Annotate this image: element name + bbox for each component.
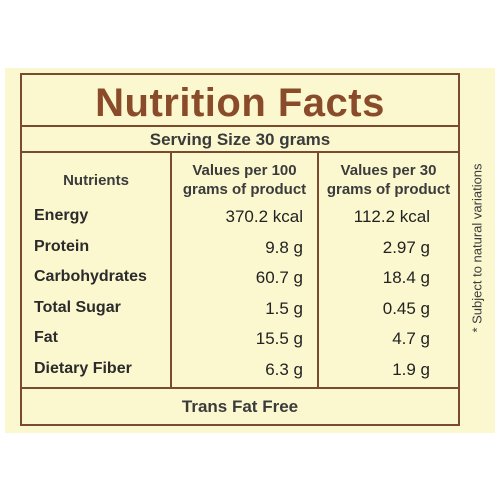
label-panel: Nutrition Facts Serving Size 30 grams Nu… — [5, 68, 495, 433]
nutrient-value: 4.7 g — [392, 329, 430, 348]
column-header: Nutrients — [63, 172, 129, 189]
nutrient-value: 60.7 g — [255, 268, 303, 287]
nutrient-value: 15.5 g — [255, 329, 303, 348]
column-divider — [317, 151, 319, 387]
side-note: * Subject to natural variations — [469, 163, 485, 333]
nutrient-name: Carbohydrates — [34, 268, 147, 285]
title: Nutrition Facts — [95, 81, 385, 125]
nutrient-name: Total Sugar — [34, 298, 121, 316]
column-divider — [170, 151, 172, 387]
nutrient-name: Fat — [34, 329, 58, 346]
nutrient-name: Dietary Fiber — [34, 359, 132, 377]
nutrient-name: Protein — [34, 237, 90, 255]
divider — [22, 387, 458, 389]
nutrient-value: 6.3 g — [265, 359, 303, 379]
serving-size: Serving Size 30 grams — [149, 130, 331, 149]
nutrient-name: Energy — [34, 207, 89, 224]
column-header: Values per 100 grams of product — [182, 162, 307, 198]
divider — [22, 125, 458, 127]
divider — [22, 151, 458, 153]
nutrient-value: 370.2 kcal — [225, 207, 304, 226]
nutrient-value: 1.5 g — [265, 298, 303, 318]
column-header: Values per 30 grams of product — [326, 162, 451, 198]
footer: Trans Fat Free — [181, 397, 299, 416]
nutrient-value: 1.9 g — [392, 359, 430, 379]
nutrient-value: 0.45 g — [382, 298, 430, 318]
label-box: Nutrition Facts Serving Size 30 grams Nu… — [20, 73, 460, 426]
nutrient-value: 112.2 kcal — [353, 207, 430, 226]
nutrient-value: 18.4 g — [382, 268, 430, 287]
nutrient-value: 2.97 g — [382, 237, 430, 257]
nutrient-value: 9.8 g — [265, 237, 303, 257]
